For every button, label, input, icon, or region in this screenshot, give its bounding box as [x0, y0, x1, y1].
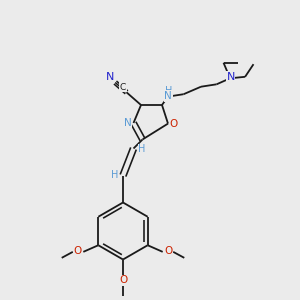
Text: H: H	[111, 170, 118, 180]
Text: H: H	[165, 86, 172, 96]
Text: O: O	[74, 246, 82, 256]
Text: N: N	[226, 72, 235, 82]
Text: C: C	[120, 82, 126, 91]
Text: O: O	[164, 246, 172, 256]
Text: H: H	[138, 144, 146, 154]
Text: N: N	[124, 118, 131, 128]
Text: O: O	[170, 118, 178, 129]
Text: N: N	[164, 91, 172, 101]
Text: N: N	[106, 72, 114, 82]
Text: O: O	[119, 275, 128, 285]
